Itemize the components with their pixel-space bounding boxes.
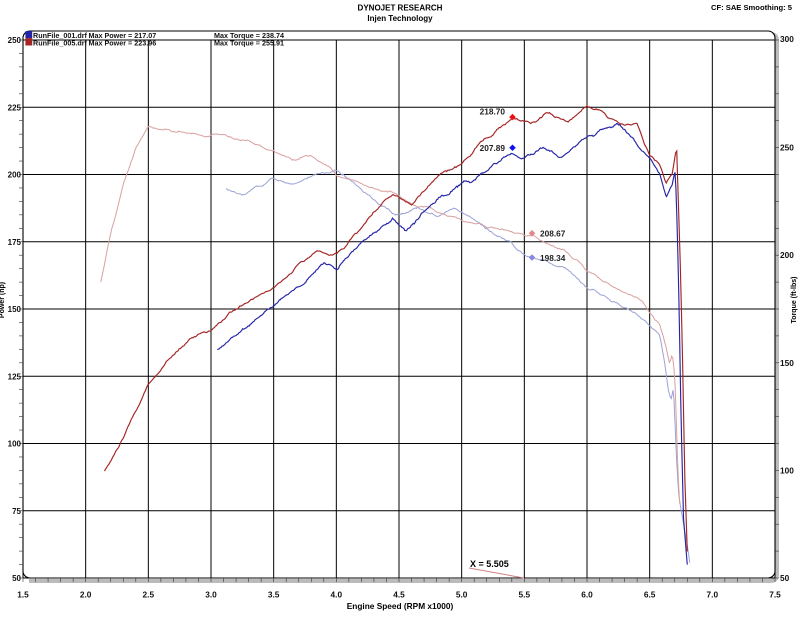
svg-text:198.34: 198.34 — [540, 253, 566, 263]
svg-text:100: 100 — [780, 465, 794, 475]
svg-text:218.70: 218.70 — [480, 107, 506, 117]
svg-text:Engine Speed (RPM x1000): Engine Speed (RPM x1000) — [347, 601, 454, 611]
svg-text:Torque (ft-lbs): Torque (ft-lbs) — [791, 277, 798, 324]
svg-text:225: 225 — [8, 103, 22, 112]
svg-text:150: 150 — [780, 358, 794, 368]
svg-text:Power (hp): Power (hp) — [0, 282, 6, 318]
svg-text:Max Power = 223.96: Max Power = 223.96 — [89, 39, 157, 48]
svg-text:CF: SAE Smoothing: 5: CF: SAE Smoothing: 5 — [711, 3, 793, 12]
svg-text:100: 100 — [8, 440, 22, 449]
svg-text:7.0: 7.0 — [707, 590, 719, 600]
svg-text:75: 75 — [12, 507, 21, 516]
svg-text:208.67: 208.67 — [540, 229, 566, 239]
svg-text:300: 300 — [780, 34, 794, 44]
svg-text:5.5: 5.5 — [519, 590, 531, 600]
svg-text:207.89: 207.89 — [480, 143, 506, 153]
svg-text:1.5: 1.5 — [17, 590, 29, 600]
svg-text:4.5: 4.5 — [393, 590, 405, 600]
svg-text:125: 125 — [8, 372, 22, 381]
svg-text:6.5: 6.5 — [644, 590, 656, 600]
svg-text:50: 50 — [12, 574, 21, 583]
svg-text:Injen Technology: Injen Technology — [367, 14, 433, 23]
svg-text:2.5: 2.5 — [143, 590, 155, 600]
svg-text:200: 200 — [780, 250, 794, 260]
svg-text:150: 150 — [8, 305, 22, 314]
svg-text:250: 250 — [8, 36, 22, 45]
svg-text:250: 250 — [780, 143, 794, 153]
svg-text:6.0: 6.0 — [581, 590, 593, 600]
svg-text:RunFile_005.drf: RunFile_005.drf — [33, 39, 88, 48]
svg-text:200: 200 — [8, 171, 22, 180]
svg-text:DYNOJET RESEARCH: DYNOJET RESEARCH — [358, 4, 443, 13]
svg-text:5.0: 5.0 — [456, 590, 468, 600]
svg-text:Max Torque = 255.91: Max Torque = 255.91 — [214, 39, 284, 48]
svg-text:175: 175 — [8, 238, 22, 247]
svg-text:50: 50 — [780, 573, 790, 583]
svg-text:4.0: 4.0 — [331, 590, 343, 600]
svg-text:2.0: 2.0 — [80, 590, 92, 600]
svg-text:X = 5.505: X = 5.505 — [470, 559, 509, 569]
svg-text:3.5: 3.5 — [268, 590, 280, 600]
svg-text:3.0: 3.0 — [205, 590, 217, 600]
svg-text:7.5: 7.5 — [769, 590, 781, 600]
